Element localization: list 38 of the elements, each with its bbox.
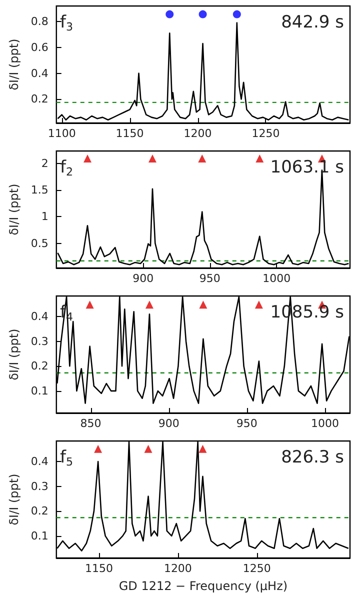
x-axis-title: GD 1212 − Frequency (μHz) [118, 579, 288, 593]
y-tick-label: 0.4 [30, 310, 48, 324]
x-tick-label: 1000 [262, 272, 291, 285]
x-tick-label: 1100 [48, 127, 76, 140]
y-tick-label: 0.2 [30, 504, 48, 518]
x-tick-label: 900 [158, 417, 180, 430]
y-tick-label: 0.2 [30, 92, 48, 106]
y-axis-title: δI/I (ppt) [7, 38, 21, 90]
annotation: 826.3 s [281, 448, 344, 468]
x-tick-label: 1200 [164, 562, 192, 575]
y-tick-label: 1.5 [30, 183, 48, 196]
y-axis-title: δI/I (ppt) [7, 474, 21, 526]
y-tick-label: 0.6 [30, 40, 48, 54]
x-tick-label: 1000 [311, 417, 340, 430]
x-tick-label: 1200 [184, 127, 212, 140]
y-tick-label: 0.3 [30, 480, 48, 493]
y-axis-title: δI/I (ppt) [7, 184, 21, 236]
x-tick-label: 1150 [116, 127, 144, 140]
y-tick-label: 0.2 [30, 360, 48, 373]
x-tick-label: 850 [80, 417, 102, 430]
y-tick-label: 0.1 [30, 529, 48, 542]
y-tick-label: 0.1 [30, 384, 48, 398]
annotation: 842.9 s [281, 12, 344, 32]
y-tick-label: 2 [41, 156, 48, 170]
y-tick-label: 1 [41, 210, 48, 224]
x-tick-label: 950 [236, 417, 258, 430]
x-tick-label: 950 [199, 272, 220, 285]
y-tick-label: 0.4 [30, 455, 48, 468]
y-tick-label: 0.4 [30, 66, 48, 80]
y-tick-label: 0.3 [30, 334, 48, 348]
x-tick-label: 900 [132, 272, 154, 285]
x-tick-label: 1250 [252, 127, 280, 140]
y-tick-label: 0.5 [30, 236, 48, 250]
x-tick-label: 1250 [242, 562, 271, 575]
y-axis-title: δI/I (ppt) [7, 328, 21, 380]
annotation: 1063.1 s [270, 158, 344, 178]
x-tick-label: 1150 [85, 562, 114, 575]
y-tick-label: 0.8 [30, 15, 48, 28]
